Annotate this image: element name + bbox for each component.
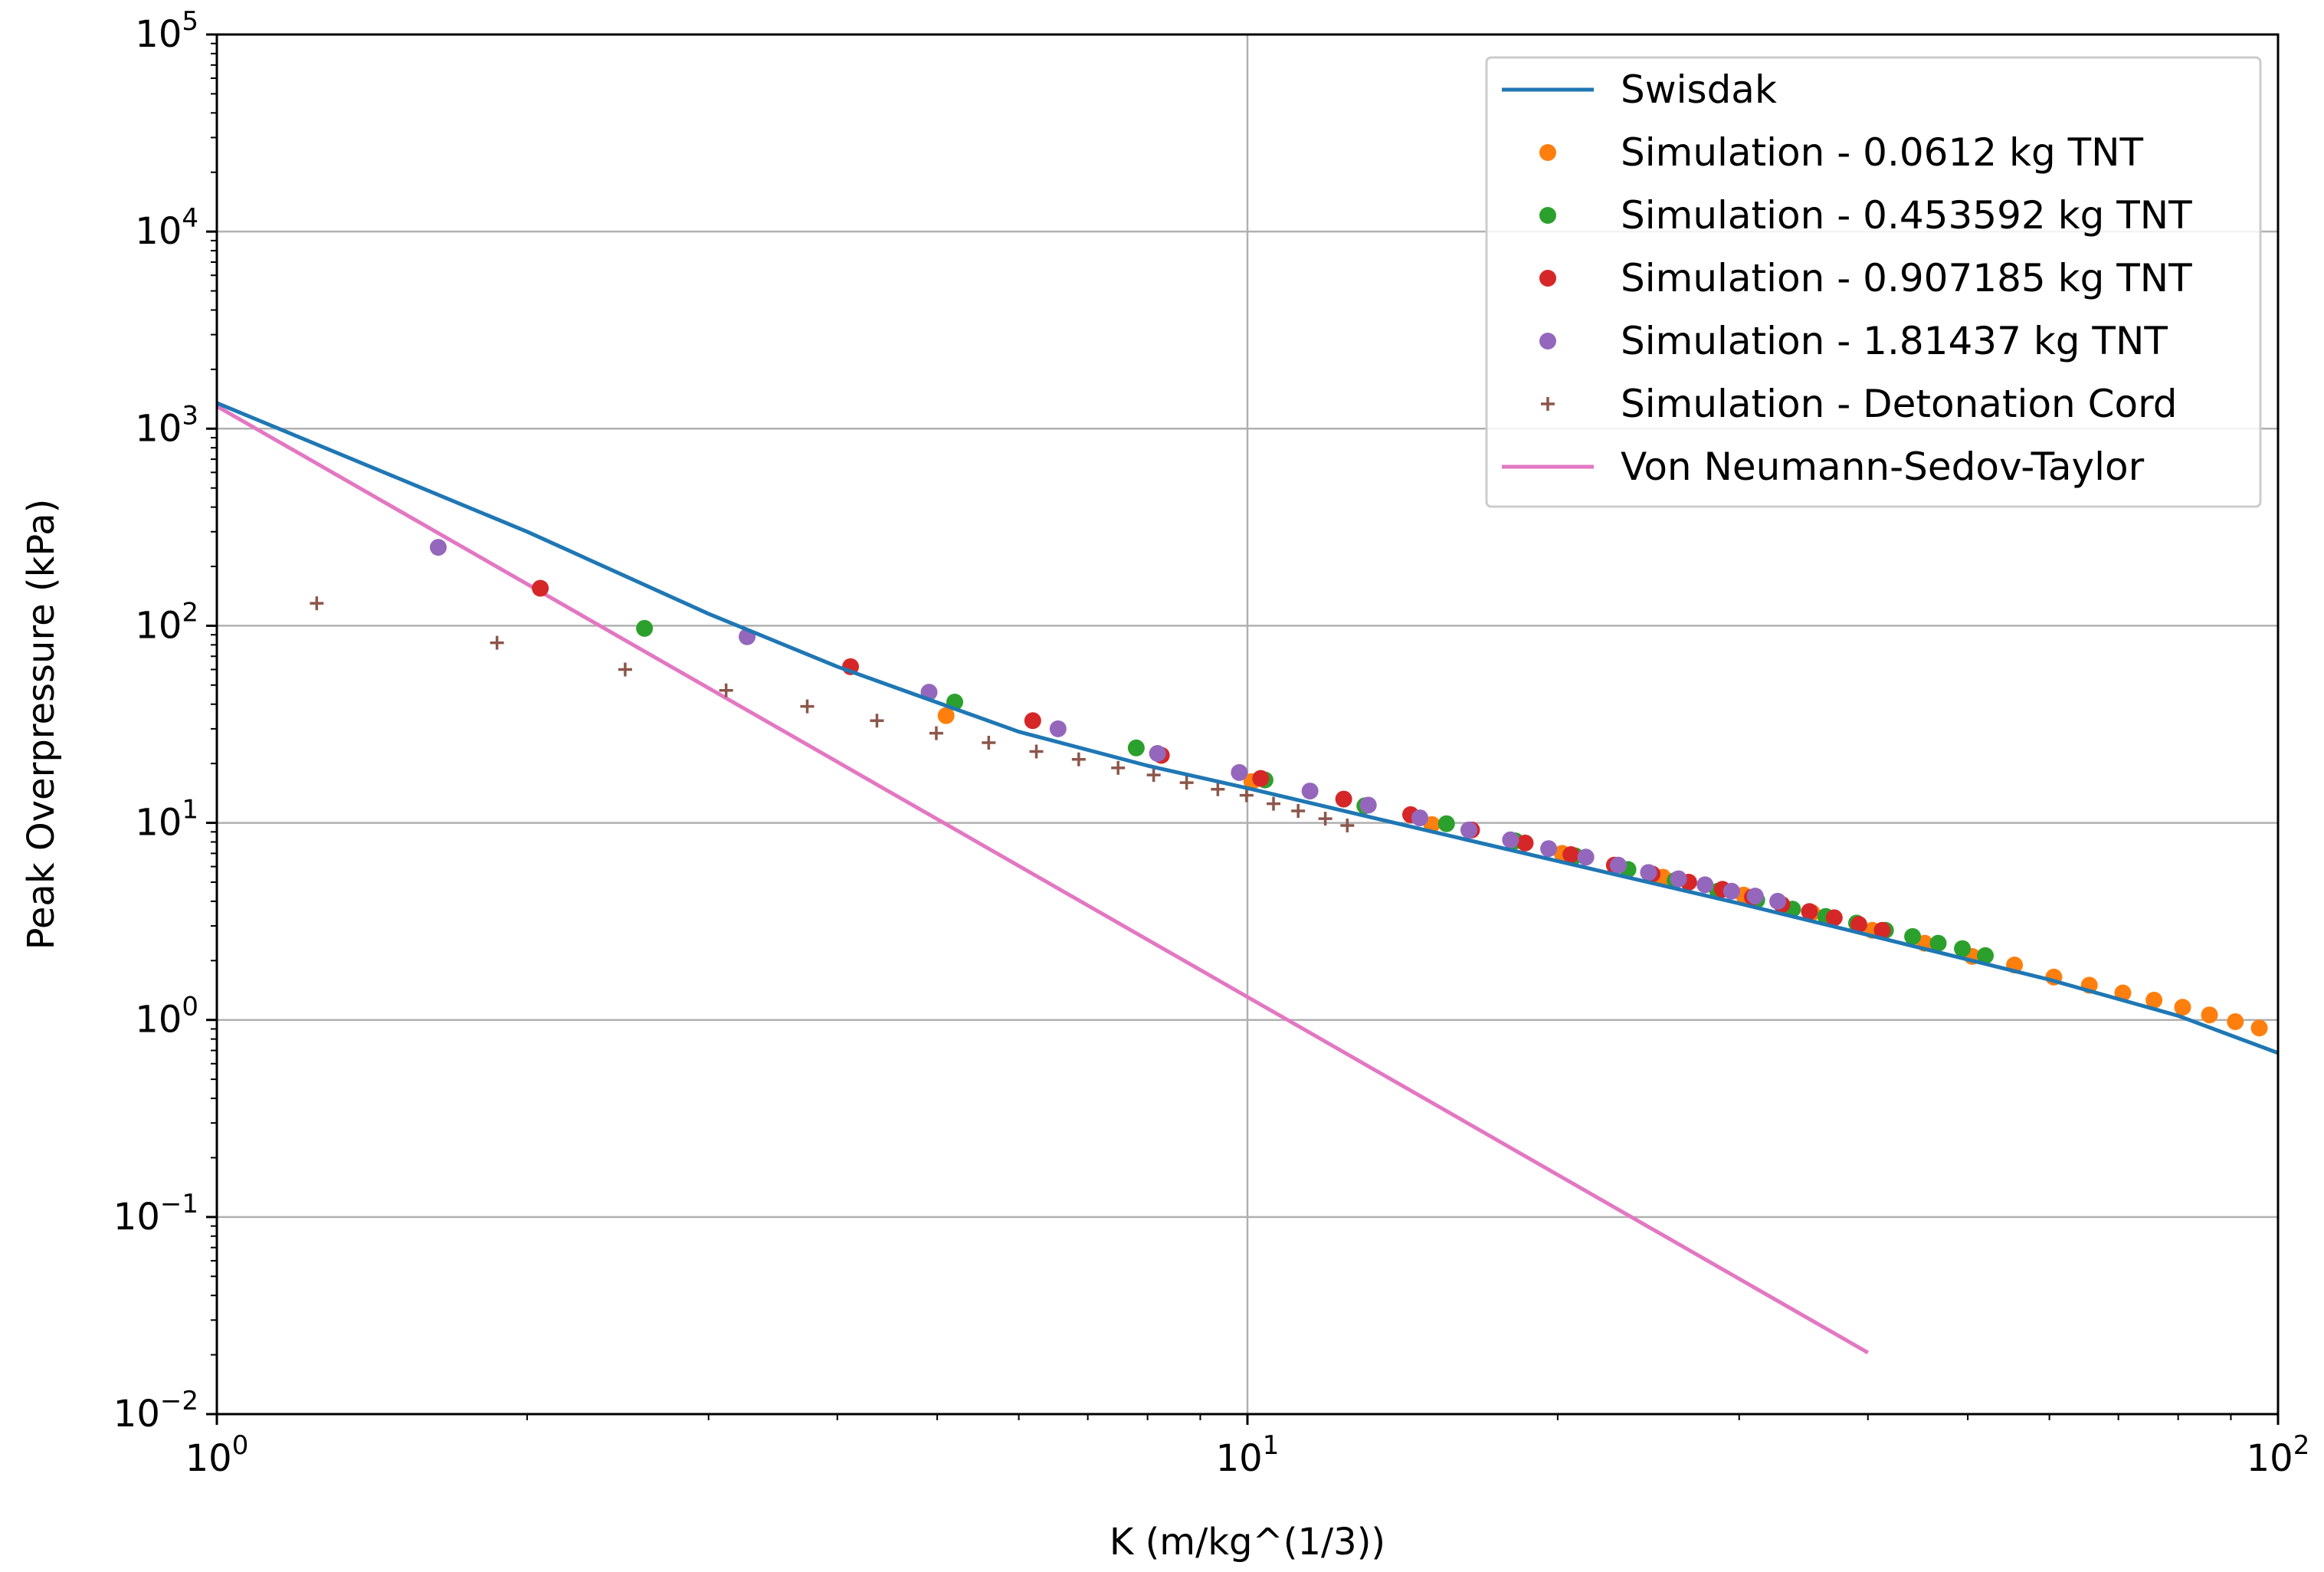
data-point-simulation-1-81437-kg-tnt (1049, 720, 1067, 737)
data-point-simulation-0-0612-kg-tnt (2250, 1019, 2268, 1037)
data-point-detonation-cord (490, 635, 504, 650)
data-point-detonation-cord (1211, 782, 1225, 796)
y-tick-label: 102 (135, 597, 198, 647)
legend-label-swisdak: Swisdak (1621, 67, 1777, 112)
data-point-simulation-0-907185-kg-tnt (1873, 921, 1891, 939)
legend-swatch-simulation-0-453592-kg-tnt (1539, 207, 1556, 224)
y-axis-label: Peak Overpressure (kPa) (20, 499, 63, 950)
series-line-von-neumann-sedov-taylor (217, 404, 1870, 1354)
data-point-simulation-1-81437-kg-tnt (1670, 870, 1687, 888)
plot-area (217, 401, 2278, 1354)
data-point-detonation-cord (1239, 788, 1254, 802)
series-line-swisdak (217, 401, 2278, 1055)
legend-label-simulation-0-0612-kg-tnt: Simulation - 0.0612 kg TNT (1621, 130, 2144, 175)
data-point-simulation-1-81437-kg-tnt (1231, 763, 1248, 781)
data-point-simulation-0-453592-kg-tnt (1127, 739, 1145, 756)
data-point-detonation-cord (1291, 803, 1306, 818)
data-point-simulation-0-453592-kg-tnt (636, 619, 654, 637)
x-tick-label: 102 (2247, 1430, 2310, 1480)
legend-label-simulation-0-907185-kg-tnt: Simulation - 0.907185 kg TNT (1621, 256, 2192, 300)
data-point-detonation-cord (618, 662, 632, 677)
data-point-simulation-0-0612-kg-tnt (2227, 1012, 2244, 1030)
legend-swatch-simulation-1-81437-kg-tnt (1539, 333, 1556, 350)
data-point-simulation-0-0612-kg-tnt (2174, 999, 2191, 1016)
data-point-simulation-0-0612-kg-tnt (937, 707, 955, 724)
data-point-simulation-0-907185-kg-tnt (1335, 790, 1352, 808)
data-point-simulation-0-0612-kg-tnt (2145, 991, 2163, 1009)
data-point-simulation-1-81437-kg-tnt (1301, 783, 1319, 800)
data-point-simulation-1-81437-kg-tnt (1577, 848, 1595, 866)
data-point-simulation-0-907185-kg-tnt (1825, 909, 1843, 927)
legend-label-simulation-detonation-cord: Simulation - Detonation Cord (1621, 382, 2178, 426)
data-point-simulation-1-81437-kg-tnt (1411, 809, 1429, 827)
y-tick-label: 105 (135, 6, 198, 56)
data-point-simulation-0-907185-kg-tnt (1252, 770, 1270, 787)
data-point-detonation-cord (310, 596, 324, 611)
data-point-detonation-cord (1029, 744, 1044, 759)
data-point-simulation-0-453592-kg-tnt (1437, 815, 1455, 832)
data-point-detonation-cord (1071, 752, 1086, 766)
data-point-simulation-0-907185-kg-tnt (1562, 846, 1580, 864)
data-point-simulation-1-81437-kg-tnt (1540, 840, 1558, 858)
data-point-simulation-0-0612-kg-tnt (2201, 1006, 2218, 1024)
data-point-detonation-cord (1318, 812, 1332, 826)
legend-label-von-neumann-sedov-taylor: Von Neumann-Sedov-Taylor (1621, 445, 2145, 489)
data-point-simulation-0-907185-kg-tnt (1850, 916, 1867, 934)
data-point-simulation-1-81437-kg-tnt (1769, 892, 1787, 910)
data-point-simulation-0-907185-kg-tnt (1516, 834, 1534, 852)
data-point-detonation-cord (719, 683, 733, 697)
data-point-simulation-0-907185-kg-tnt (1024, 712, 1041, 730)
y-tick-label: 104 (135, 203, 198, 253)
y-tick-label: 10−2 (113, 1386, 198, 1436)
data-point-detonation-cord (929, 726, 943, 740)
data-point-detonation-cord (1179, 776, 1194, 790)
data-point-detonation-cord (1340, 818, 1355, 832)
legend-swatch-simulation-0-907185-kg-tnt (1539, 270, 1556, 287)
data-point-detonation-cord (1146, 768, 1161, 783)
legend-label-simulation-0-453592-kg-tnt: Simulation - 0.453592 kg TNT (1621, 193, 2192, 238)
data-point-detonation-cord (1111, 760, 1126, 775)
data-point-simulation-0-453592-kg-tnt (1904, 927, 1922, 945)
x-axis-ticks: 100 101 102 (185, 1414, 2310, 1480)
data-point-simulation-0-453592-kg-tnt (1929, 934, 1947, 952)
y-axis-ticks: 10−2 10−1 100 101 102 103 104 105 (113, 6, 217, 1436)
data-point-simulation-1-81437-kg-tnt (1609, 856, 1627, 874)
y-tick-label: 10−1 (113, 1189, 198, 1239)
data-point-simulation-0-907185-kg-tnt (1801, 903, 1818, 921)
data-point-simulation-1-81437-kg-tnt (1460, 821, 1477, 839)
x-tick-label: 101 (1216, 1430, 1280, 1480)
legend-swatch-simulation-0-0612-kg-tnt (1539, 144, 1556, 161)
y-tick-label: 101 (135, 795, 198, 845)
data-point-simulation-0-907185-kg-tnt (532, 579, 549, 597)
data-point-detonation-cord (870, 714, 884, 728)
x-tick-label: 100 (185, 1430, 249, 1480)
legend-box (1485, 56, 2262, 508)
data-point-simulation-1-81437-kg-tnt (1696, 876, 1714, 894)
legend-label-simulation-1-81437-kg-tnt: Simulation - 1.81437 kg TNT (1621, 319, 2168, 363)
data-point-simulation-1-81437-kg-tnt (1640, 864, 1657, 881)
series-layer (217, 401, 2278, 1354)
data-point-simulation-0-453592-kg-tnt (1977, 947, 1995, 964)
data-point-simulation-1-81437-kg-tnt (1502, 831, 1519, 848)
legend: Swisdak Simulation - 0.0612 kg TNT Simulat… (1485, 56, 2262, 508)
data-point-detonation-cord (800, 699, 815, 714)
data-point-simulation-1-81437-kg-tnt (1359, 796, 1377, 814)
data-point-simulation-0-453592-kg-tnt (1954, 940, 1972, 957)
x-axis-label: K (m/kg^(1/3)) (1110, 1521, 1385, 1564)
data-point-simulation-1-81437-kg-tnt (1746, 888, 1764, 905)
y-tick-label: 103 (135, 400, 198, 450)
data-point-detonation-cord (1267, 796, 1281, 811)
legend-swatch-simulation-detonation-cord (1541, 397, 1555, 411)
data-point-simulation-1-81437-kg-tnt (1723, 882, 1740, 900)
data-point-simulation-1-81437-kg-tnt (429, 539, 447, 556)
data-point-simulation-1-81437-kg-tnt (1149, 745, 1166, 763)
y-tick-label: 100 (135, 992, 198, 1042)
data-point-detonation-cord (982, 736, 996, 750)
